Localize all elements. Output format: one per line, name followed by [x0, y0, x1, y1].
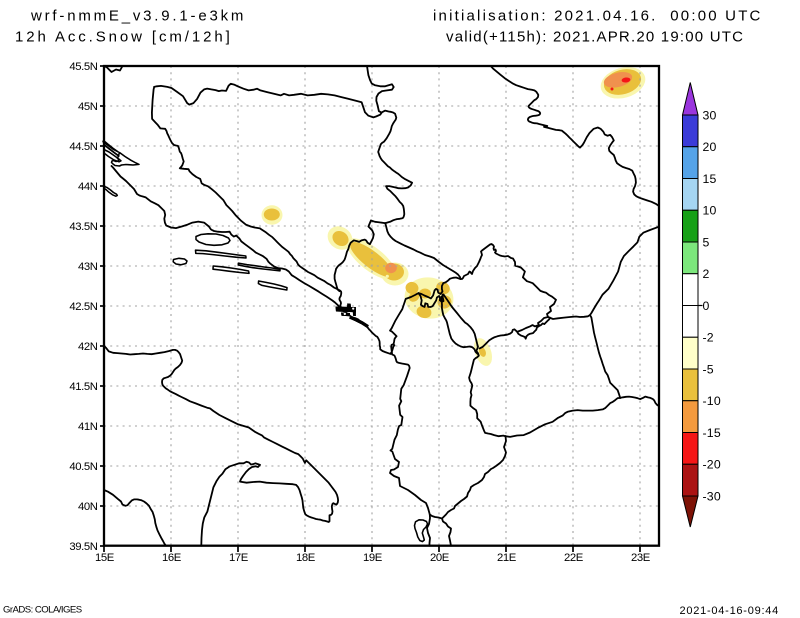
- svg-text:42N: 42N: [78, 341, 98, 353]
- svg-text:43N: 43N: [78, 261, 98, 273]
- svg-text:-5: -5: [703, 362, 714, 376]
- svg-text:42.5N: 42.5N: [69, 301, 97, 313]
- svg-text:44.5N: 44.5N: [69, 141, 97, 153]
- svg-text:-2: -2: [703, 331, 714, 345]
- svg-text:15: 15: [703, 172, 717, 186]
- svg-text:21E: 21E: [497, 552, 517, 564]
- svg-text:40N: 40N: [78, 501, 98, 513]
- svg-text:39.5N: 39.5N: [69, 541, 97, 553]
- svg-text:17E: 17E: [229, 552, 249, 564]
- svg-text:45N: 45N: [78, 101, 98, 113]
- svg-text:45.5N: 45.5N: [69, 61, 97, 73]
- svg-text:41N: 41N: [78, 421, 98, 433]
- svg-text:wrf-nmmE_v3.9.1-e3km: wrf-nmmE_v3.9.1-e3km: [30, 8, 246, 25]
- svg-text:2021-04-16-09:44: 2021-04-16-09:44: [680, 605, 779, 617]
- svg-text:-15: -15: [703, 426, 721, 440]
- svg-text:2: 2: [703, 267, 710, 281]
- svg-text:43.5N: 43.5N: [69, 221, 97, 233]
- svg-text:20E: 20E: [430, 552, 450, 564]
- svg-text:15E: 15E: [95, 552, 115, 564]
- svg-text:41.5N: 41.5N: [69, 381, 97, 393]
- svg-text:5: 5: [703, 235, 710, 249]
- svg-text:valid(+115h): 2021.APR.20 19:0: valid(+115h): 2021.APR.20 19:00 UTC: [446, 29, 744, 46]
- svg-text:initialisation: 2021.04.16. 0: initialisation: 2021.04.16. 00:00 UTC: [433, 8, 763, 25]
- svg-text:0: 0: [703, 299, 710, 313]
- svg-text:-30: -30: [703, 489, 721, 503]
- svg-text:22E: 22E: [564, 552, 584, 564]
- svg-text:30: 30: [703, 108, 717, 122]
- svg-text:10: 10: [703, 204, 717, 218]
- svg-text:44N: 44N: [78, 181, 98, 193]
- svg-text:-20: -20: [703, 458, 721, 472]
- svg-text:18E: 18E: [296, 552, 316, 564]
- svg-text:23E: 23E: [631, 552, 651, 564]
- svg-text:20: 20: [703, 140, 717, 154]
- svg-text:19E: 19E: [363, 552, 383, 564]
- svg-text:40.5N: 40.5N: [69, 461, 97, 473]
- svg-text:-10: -10: [703, 394, 721, 408]
- svg-text:12h Acc.Snow [cm/12h]: 12h Acc.Snow [cm/12h]: [15, 29, 233, 46]
- svg-text:GrADS: COLA/IGES: GrADS: COLA/IGES: [3, 605, 82, 616]
- svg-text:16E: 16E: [162, 552, 182, 564]
